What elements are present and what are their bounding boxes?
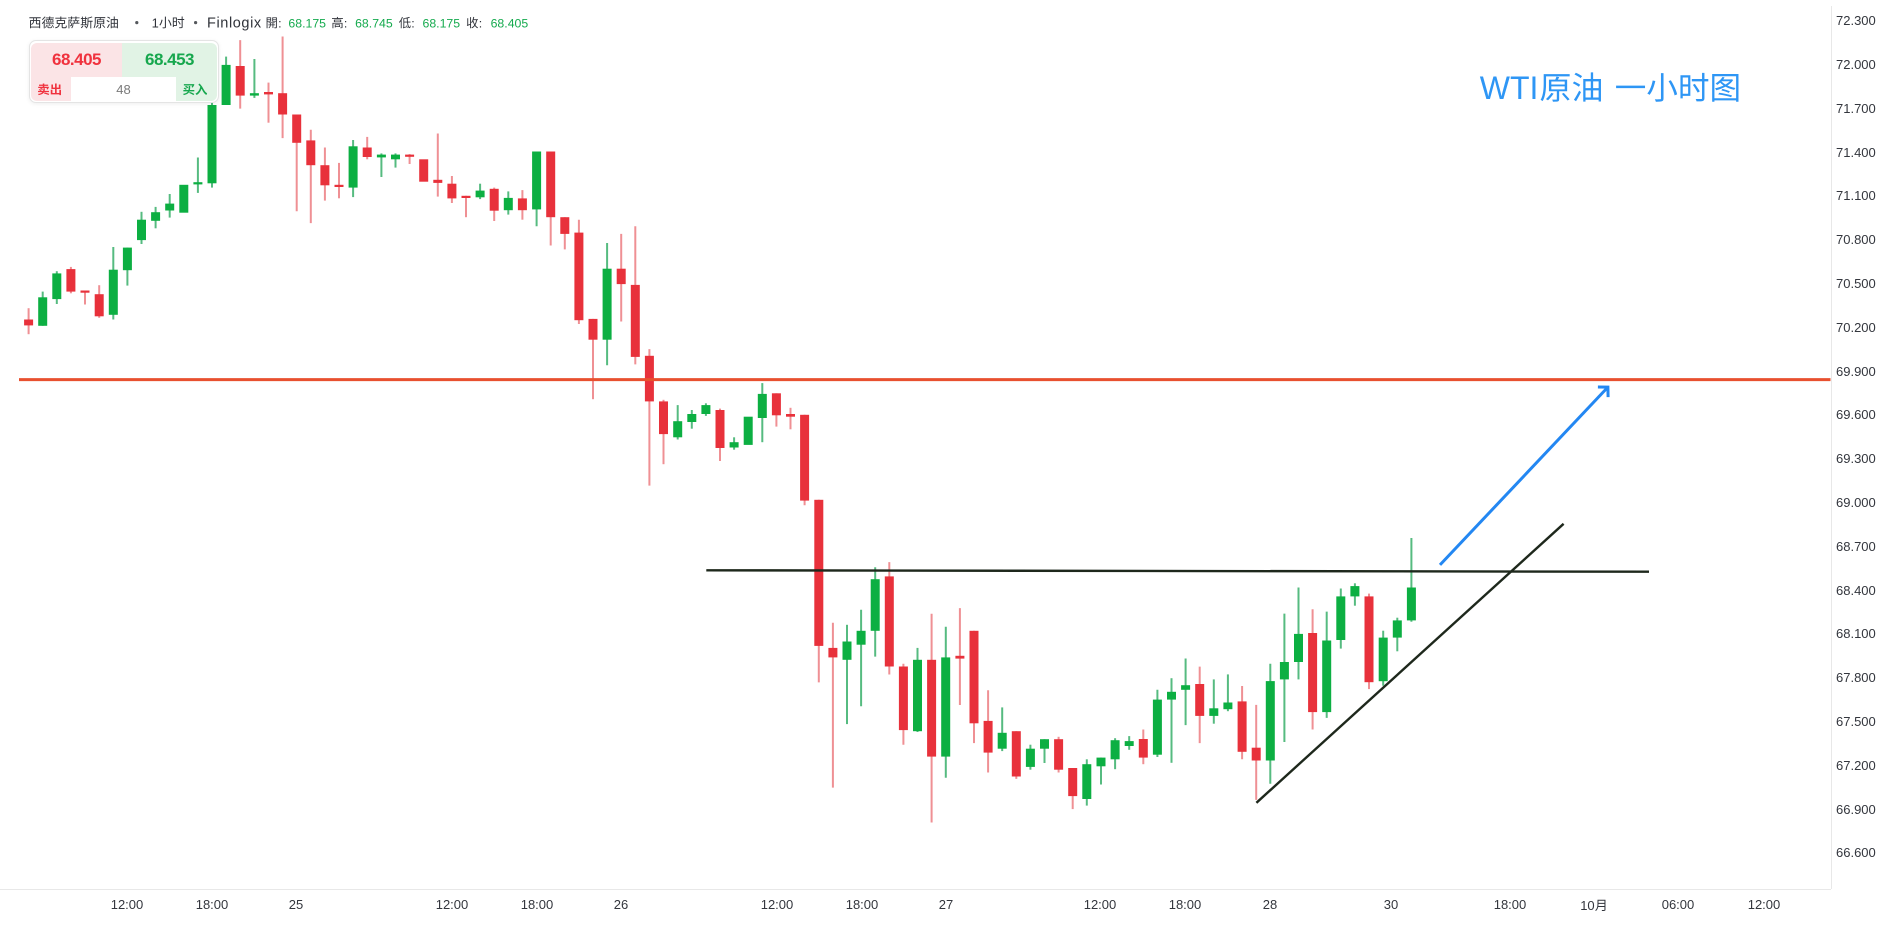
svg-text:WTI: WTI (1480, 70, 1539, 106)
svg-text:68.175: 68.175 (288, 16, 326, 30)
svg-text:Finlogix: Finlogix (207, 15, 262, 31)
svg-text::: : (411, 16, 414, 30)
svg-text:1: 1 (152, 15, 159, 30)
svg-text:68.175: 68.175 (423, 16, 461, 30)
svg-text::: : (479, 16, 482, 30)
svg-text:10: 10 (1580, 898, 1594, 913)
svg-text:68.745: 68.745 (355, 16, 393, 30)
svg-text::: : (278, 16, 281, 30)
svg-text::: : (344, 16, 347, 30)
svg-text:68.405: 68.405 (491, 16, 529, 30)
